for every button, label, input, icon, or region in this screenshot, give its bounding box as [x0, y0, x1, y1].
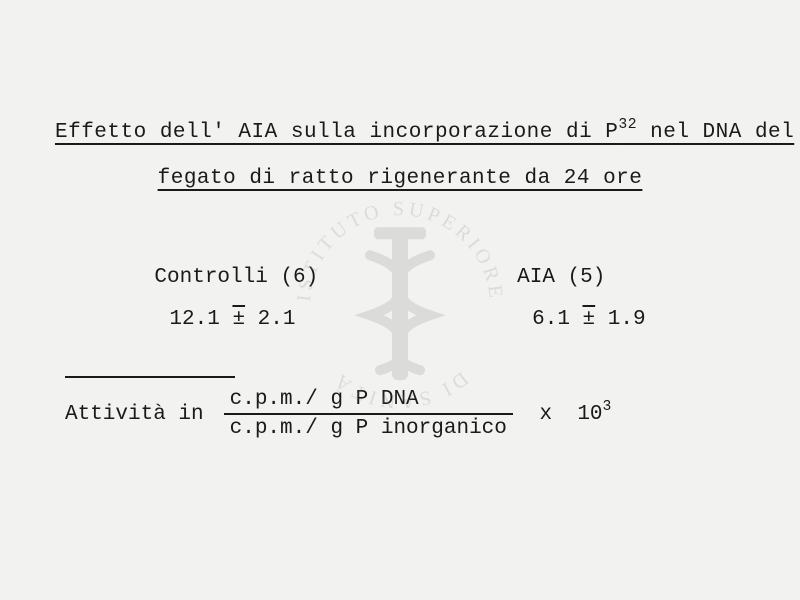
aia-header-label: AIA — [517, 266, 555, 289]
title-pre: Effetto dell' AIA sulla incorporazione d… — [55, 121, 618, 144]
aia-column: AIA (5) 6.1 ± 1.9 — [517, 257, 645, 341]
aia-header: AIA (5) — [517, 257, 645, 299]
aia-pm: ± — [583, 308, 596, 331]
aia-sd: 1.9 — [608, 308, 646, 331]
control-header-label: Controlli — [154, 266, 267, 289]
title-block: Effetto dell' AIA sulla incorporazione d… — [55, 110, 745, 202]
activity-multiplier: x 103 — [527, 403, 611, 426]
activity-denominator: c.p.m./ g P inorganico — [224, 415, 513, 442]
control-header-n: (6) — [280, 266, 318, 289]
control-value: 12.1 ± 2.1 — [154, 299, 318, 341]
activity-fraction: c.p.m./ g P DNA c.p.m./ g P inorganico — [224, 386, 513, 442]
mult-base: 10 — [577, 403, 602, 426]
title-post: nel DNA del — [637, 121, 794, 144]
data-row: Controlli (6) 12.1 ± 2.1 AIA (5) 6.1 ± 1… — [55, 257, 745, 341]
title-sup: 32 — [618, 117, 637, 133]
title-line-2: fegato di ratto rigenerante da 24 ore — [158, 156, 643, 202]
control-header: Controlli (6) — [154, 257, 318, 299]
aia-mean: 6.1 — [532, 308, 570, 331]
activity-numerator: c.p.m./ g P DNA — [224, 386, 513, 413]
footnote-rule — [65, 376, 235, 378]
aia-header-n: (5) — [568, 266, 606, 289]
title-line-1: Effetto dell' AIA sulla incorporazione d… — [55, 110, 794, 156]
mult-exp: 3 — [603, 399, 612, 415]
mult-x: x — [539, 403, 552, 426]
control-mean: 12.1 — [169, 308, 219, 331]
control-sd: 2.1 — [258, 308, 296, 331]
control-column: Controlli (6) 12.1 ± 2.1 — [154, 257, 318, 341]
activity-row: Attività in c.p.m./ g P DNA c.p.m./ g P … — [65, 386, 745, 442]
activity-label: Attività in — [65, 403, 204, 426]
control-pm: ± — [232, 308, 245, 331]
aia-value: 6.1 ± 1.9 — [517, 299, 645, 341]
